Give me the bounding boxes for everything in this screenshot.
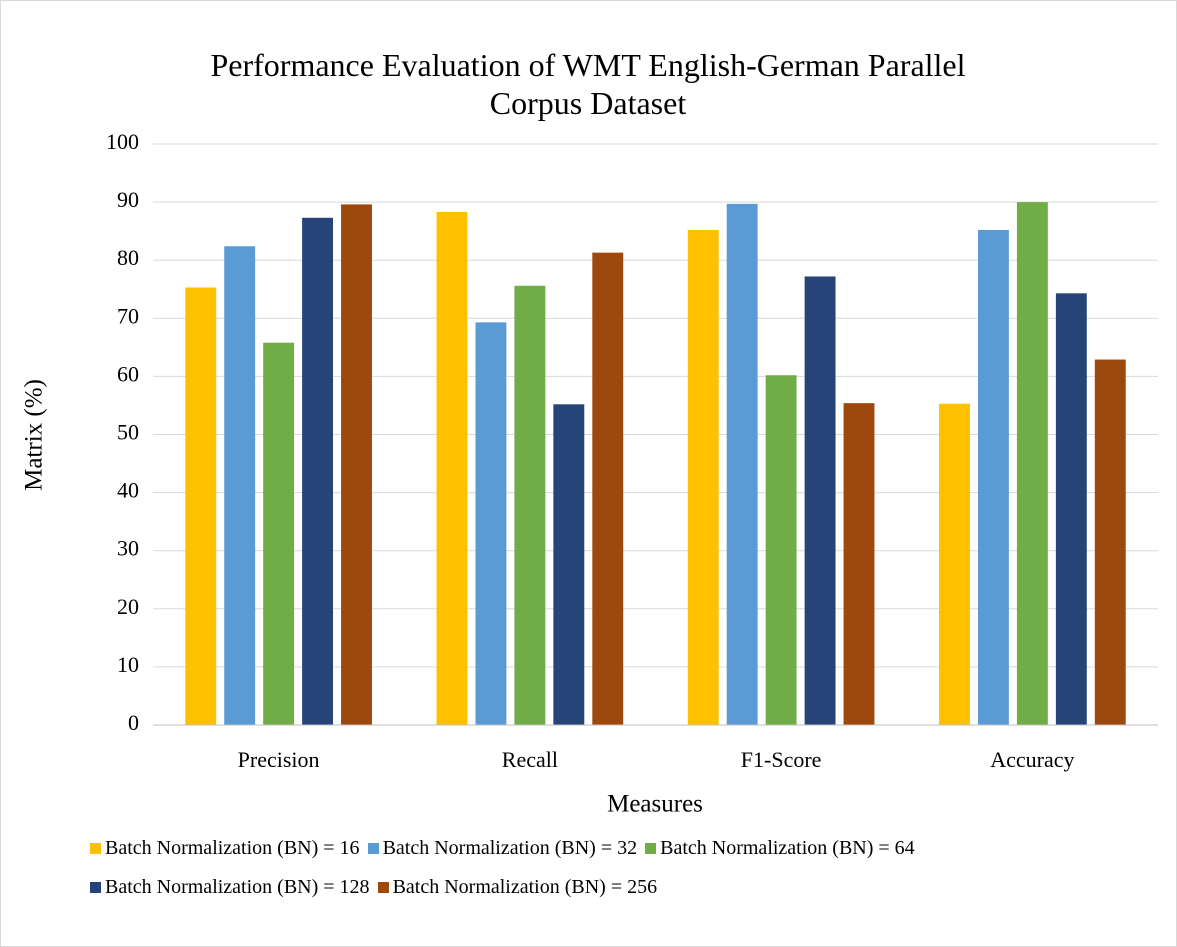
legend-swatch	[645, 842, 657, 854]
legend-entry: Batch Normalization (BN) = 256	[377, 873, 658, 901]
legend-label: Batch Normalization (BN) = 256	[392, 875, 658, 898]
bar	[436, 211, 468, 726]
y-tick-label: 40	[117, 478, 139, 503]
y-tick-label: 90	[117, 187, 139, 212]
bar	[185, 287, 217, 725]
y-tick-label: 50	[117, 420, 139, 445]
legend: Batch Normalization (BN) = 16 Batch Norma…	[90, 834, 1120, 901]
bar	[1055, 293, 1087, 725]
bar	[843, 403, 875, 725]
y-tick-label: 10	[117, 652, 139, 677]
bar	[939, 403, 970, 725]
y-axis-label: Matrix (%)	[21, 379, 48, 491]
legend-label: Batch Normalization (BN) = 128	[105, 875, 370, 898]
y-tick-label: 30	[117, 536, 139, 561]
x-tick-label: Accuracy	[990, 747, 1074, 772]
y-tick-label: 0	[128, 710, 139, 735]
bar	[263, 342, 295, 725]
y-tick-label: 20	[117, 594, 139, 619]
y-tick-label: 100	[106, 129, 139, 154]
bar	[1016, 202, 1048, 726]
x-tick-label: Precision	[238, 747, 320, 772]
legend-entry: Batch Normalization (BN) = 32	[367, 834, 638, 862]
legend-entry: Batch Normalization (BN) = 16	[90, 834, 360, 862]
legend-entry: Batch Normalization (BN) = 128	[90, 873, 370, 901]
legend-label: Batch Normalization (BN) = 16	[105, 836, 360, 859]
legend-label: Batch Normalization (BN) = 32	[382, 836, 638, 859]
bar	[553, 404, 585, 725]
legend-entry: Batch Normalization (BN) = 64	[645, 834, 915, 862]
bar	[475, 322, 507, 725]
bar	[1094, 359, 1126, 725]
bar	[302, 217, 334, 726]
legend-swatch	[90, 842, 101, 854]
legend-swatch	[367, 842, 379, 854]
chart-title: Performance Evaluation of WMT English-Ge…	[210, 47, 966, 121]
bar	[224, 246, 256, 726]
bar	[341, 204, 372, 725]
bar	[765, 375, 797, 725]
legend-swatch	[377, 881, 389, 893]
bar	[514, 285, 546, 725]
bar	[592, 252, 624, 725]
bar	[804, 276, 836, 725]
y-tick-label: 80	[117, 245, 139, 270]
y-tick-label: 60	[117, 361, 139, 386]
bar	[687, 229, 719, 725]
bar	[726, 203, 758, 725]
y-tick-label: 70	[117, 303, 139, 328]
bar	[977, 229, 1009, 725]
legend-swatch	[90, 881, 101, 893]
x-tick-label: Recall	[502, 747, 558, 772]
x-axis-label: Measures	[607, 791, 703, 818]
x-tick-label: F1-Score	[741, 747, 822, 772]
legend-label: Batch Normalization (BN) = 64	[660, 836, 915, 859]
